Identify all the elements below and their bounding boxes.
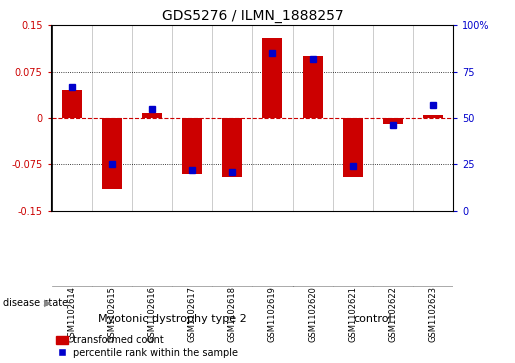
Text: ▶: ▶ xyxy=(44,298,52,308)
Legend: transformed count, percentile rank within the sample: transformed count, percentile rank withi… xyxy=(56,335,238,358)
Bar xyxy=(373,286,413,287)
Bar xyxy=(293,286,333,287)
Bar xyxy=(52,286,92,287)
Text: GSM1102616: GSM1102616 xyxy=(147,286,157,342)
Bar xyxy=(423,115,443,118)
Text: GSM1102622: GSM1102622 xyxy=(388,286,398,342)
Text: control: control xyxy=(353,314,392,324)
Bar xyxy=(132,286,172,287)
Text: GSM1102619: GSM1102619 xyxy=(268,286,277,342)
Bar xyxy=(333,286,373,287)
Bar xyxy=(182,118,202,174)
Text: GSM1102620: GSM1102620 xyxy=(308,286,317,342)
Text: GSM1102618: GSM1102618 xyxy=(228,286,237,342)
Bar xyxy=(222,118,242,177)
Bar xyxy=(62,90,81,118)
Text: GSM1102615: GSM1102615 xyxy=(107,286,116,342)
Text: GSM1102617: GSM1102617 xyxy=(187,286,197,342)
Bar xyxy=(101,118,122,189)
Bar xyxy=(342,118,363,177)
Text: GSM1102623: GSM1102623 xyxy=(428,286,438,342)
Text: GSM1102621: GSM1102621 xyxy=(348,286,357,342)
Bar xyxy=(172,286,212,287)
Bar xyxy=(262,38,282,118)
Bar xyxy=(92,286,132,287)
Bar xyxy=(252,286,293,287)
Bar xyxy=(413,286,453,287)
Bar xyxy=(142,113,162,118)
Title: GDS5276 / ILMN_1888257: GDS5276 / ILMN_1888257 xyxy=(162,9,343,23)
Bar xyxy=(212,286,252,287)
Bar xyxy=(302,56,322,118)
Text: disease state: disease state xyxy=(3,298,67,308)
Text: GSM1102614: GSM1102614 xyxy=(67,286,76,342)
Text: Myotonic dystrophy type 2: Myotonic dystrophy type 2 xyxy=(98,314,246,324)
Bar xyxy=(383,118,403,124)
